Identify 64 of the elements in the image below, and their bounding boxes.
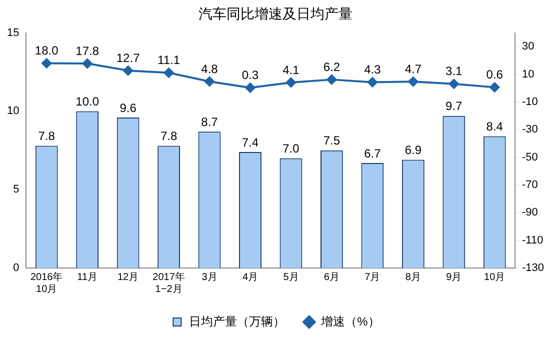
text: 7.8 xyxy=(38,129,55,144)
y2-tick-label: -30 xyxy=(522,124,538,136)
x-tick-label: 9月 xyxy=(446,272,462,283)
text: 6.9 xyxy=(404,143,422,158)
text: 4.1 xyxy=(282,62,300,77)
y2-tick-label: -110 xyxy=(522,234,544,246)
x-tick-label: 11月 xyxy=(77,272,98,283)
point xyxy=(326,74,337,85)
y-tick-label: 10 xyxy=(6,105,20,118)
text: 7.4 xyxy=(242,135,259,150)
point xyxy=(82,58,92,69)
text: 18.0 xyxy=(34,44,58,58)
text: 0.6 xyxy=(486,68,503,82)
point xyxy=(204,76,215,86)
text: 9.6 xyxy=(120,100,136,115)
text: 7.0 xyxy=(282,142,300,156)
y-tick-label: 15 xyxy=(6,26,20,39)
x-tick-label: 6月 xyxy=(324,272,340,283)
y2-tick-label: 10 xyxy=(522,68,534,80)
x-tick-label: 5月 xyxy=(283,272,299,283)
text: 6.7 xyxy=(364,146,381,160)
text: 12.7 xyxy=(116,50,140,65)
x-tick-label: 8月 xyxy=(405,272,421,283)
point xyxy=(367,77,378,88)
chart-title: 汽车同比增速及日均产量 xyxy=(198,5,352,22)
point xyxy=(123,66,134,76)
x-tick-label: 7月 xyxy=(364,272,380,283)
text: 8.7 xyxy=(201,114,218,129)
x-tick-label: 10月 xyxy=(484,272,506,283)
text: 10.0 xyxy=(76,94,100,109)
x-tick-label: 12月 xyxy=(117,272,139,283)
x-tick-label: 2017年 1−2月 xyxy=(152,270,185,295)
text: 7.5 xyxy=(323,134,340,148)
text: 17.8 xyxy=(76,44,100,58)
y-tick-label: 0 xyxy=(13,262,20,274)
point xyxy=(42,58,52,68)
text: 9.7 xyxy=(446,99,462,114)
point xyxy=(286,77,296,88)
text: 7.8 xyxy=(160,129,178,144)
text: 6.2 xyxy=(323,60,340,74)
x-tick-label: 2016年 10月 xyxy=(30,270,63,295)
text: 4.8 xyxy=(201,62,218,76)
y2-tick-label: -90 xyxy=(522,206,538,219)
legend-label: 增速（%） xyxy=(320,314,380,328)
y2-tick-label: -50 xyxy=(522,151,538,164)
text: 4.3 xyxy=(364,62,381,77)
x-tick-label: 3月 xyxy=(202,272,218,283)
point xyxy=(490,82,500,92)
y-tick-label: 5 xyxy=(13,184,20,196)
x-tick-label: 4月 xyxy=(242,272,258,283)
y2-tick-label: -130 xyxy=(522,262,544,274)
point xyxy=(164,68,174,78)
point xyxy=(245,82,256,93)
text: 0.3 xyxy=(242,68,259,82)
point xyxy=(408,76,418,87)
text: 3.1 xyxy=(446,64,462,78)
text: 11.1 xyxy=(158,53,180,68)
y2-tick-label: 30 xyxy=(522,40,534,53)
legend-label: 日均产量（万辆） xyxy=(189,314,286,328)
point xyxy=(448,78,459,89)
text: 4.7 xyxy=(404,62,422,76)
y2-tick-label: -10 xyxy=(522,96,538,108)
text: 8.4 xyxy=(486,120,503,134)
y2-tick-label: -70 xyxy=(522,179,538,192)
